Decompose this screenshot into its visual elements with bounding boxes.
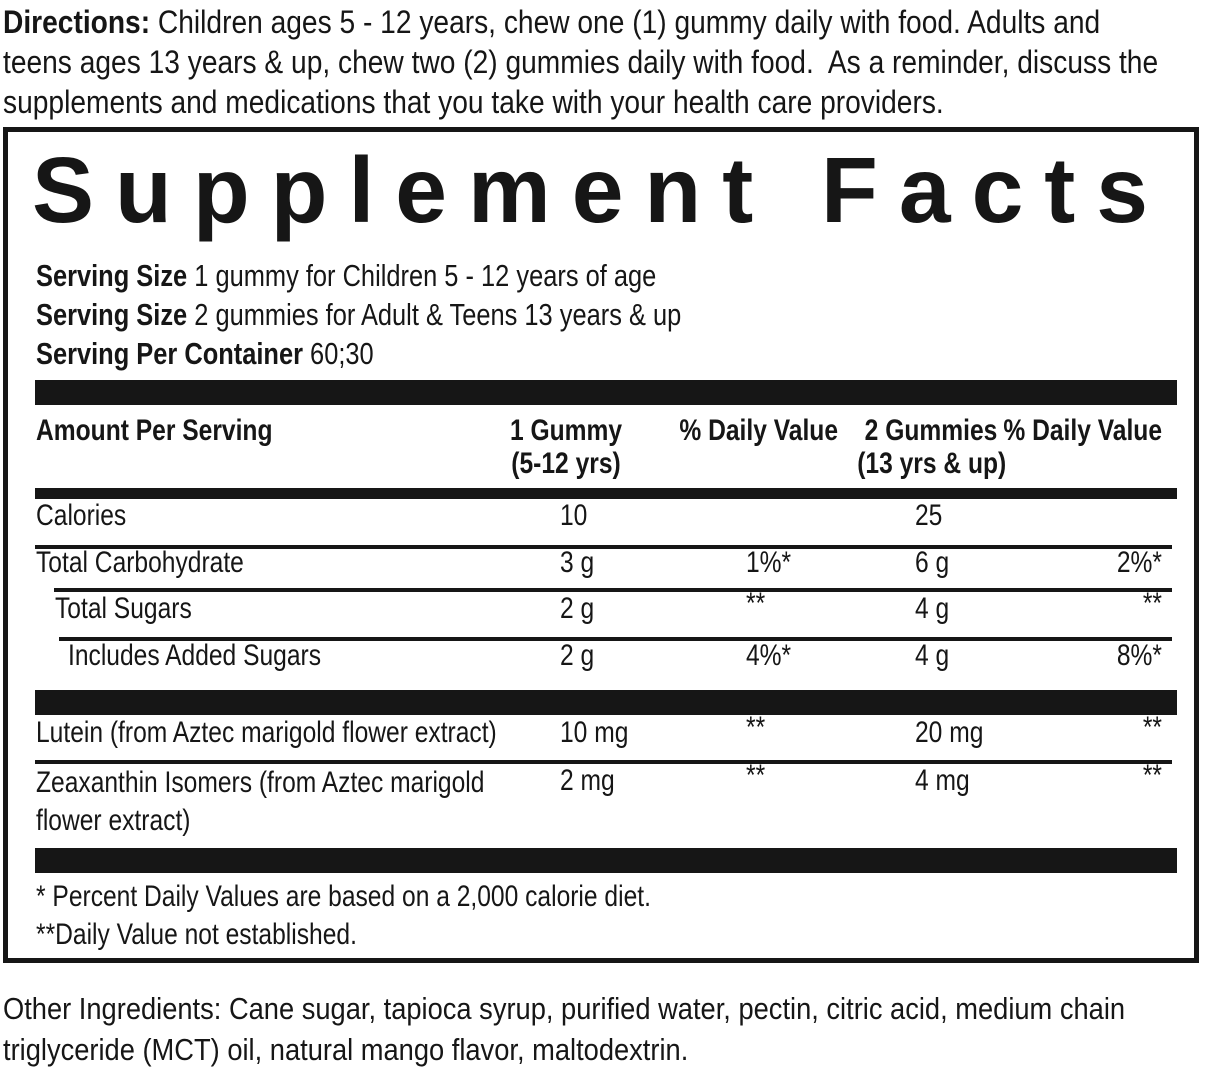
dv-cell: 4%* [746,639,792,672]
dv-cell: 2%* [1116,546,1162,579]
serving-size-1-value: 1 gummy for Children 5 - 12 years of age [194,258,657,293]
other-ingredients-line1: Other Ingredients: Cane sugar, tapioca s… [3,991,1126,1026]
other-ingredients-text: Other Ingredients: Cane sugar, tapioca s… [3,988,1214,1070]
dv-cell: ** [1142,759,1162,792]
row-name: Includes Added Sugars [68,639,322,672]
serving-info: Serving Size 1 gummy for Children 5 - 12… [36,256,823,373]
other-ingredients-line2: triglyceride (MCT) oil, natural mango fl… [3,1032,689,1067]
servings-per-container-value: 60;30 [310,336,374,371]
row-separator-rule [54,588,1172,592]
supplement-facts-panel: Supplement Facts Serving Size 1 gummy fo… [3,127,1199,963]
column-header-gummy1: 1 Gummy (5-12 yrs) [509,414,623,480]
value-cell: 2 g [560,639,595,672]
value-cell: 10 mg [560,716,629,749]
thick-separator-bar-middle [35,690,1177,715]
value-cell: 4 g [915,592,950,625]
column-header-amount: Amount Per Serving [36,414,273,447]
value-cell: 2 g [560,592,595,625]
servings-per-container-label: Serving Per Container [36,336,303,371]
value-cell: 2 mg [560,764,615,797]
panel-title: Supplement Facts [32,138,1169,242]
serving-size-2-value: 2 gummies for Adult & Teens 13 years & u… [194,297,682,332]
serving-size-2-label: Serving Size [36,297,188,332]
dv-cell: ** [746,587,766,620]
row-separator-rule [59,637,1172,641]
directions-line1: Children ages 5 - 12 years, chew one (1)… [150,4,1101,40]
value-cell: 10 [560,499,588,532]
dv-cell: ** [746,711,766,744]
dv-cell: 1%* [746,546,792,579]
value-cell: 3 g [560,546,595,579]
footnote-daily-values: * Percent Daily Values are based on a 2,… [36,880,651,913]
thick-separator-bar-bottom [35,848,1177,873]
dv-cell: ** [1142,711,1162,744]
directions-label: Directions: [3,4,151,40]
row-separator-rule [35,545,1172,549]
value-cell: 4 g [915,639,950,672]
column-header-dv1: % Daily Value [679,414,839,447]
row-separator-rule [35,760,1172,764]
value-cell: 20 mg [915,716,984,749]
dv-cell: 8%* [1116,639,1162,672]
row-name: Total Sugars [55,592,192,625]
row-name: Total Carbohydrate [36,546,244,579]
directions-text: Directions: Children ages 5 - 12 years, … [3,2,1214,122]
column-header-dv2: % Daily Value [1003,414,1162,447]
row-name-line1: Zeaxanthin Isomers (from Aztec marigold [36,766,485,799]
thick-separator-bar-top [35,380,1177,405]
row-name: Calories [36,499,127,532]
value-cell: 25 [915,499,943,532]
dv-cell: ** [1142,587,1162,620]
row-name: Lutein (from Aztec marigold flower extra… [36,716,497,749]
directions-line2: teens ages 13 years & up, chew two (2) g… [3,44,1159,80]
column-header-gummy2: 2 Gummies (13 yrs & up) [857,414,1007,480]
dv-cell: ** [746,759,766,792]
row-name-line2: flower extract) [36,804,191,837]
directions-line3: supplements and medications that you tak… [3,84,944,120]
serving-size-1-label: Serving Size [36,258,188,293]
value-cell: 6 g [915,546,950,579]
footnote-not-established: **Daily Value not established. [36,918,357,951]
medium-separator-bar [35,488,1177,499]
value-cell: 4 mg [915,764,970,797]
